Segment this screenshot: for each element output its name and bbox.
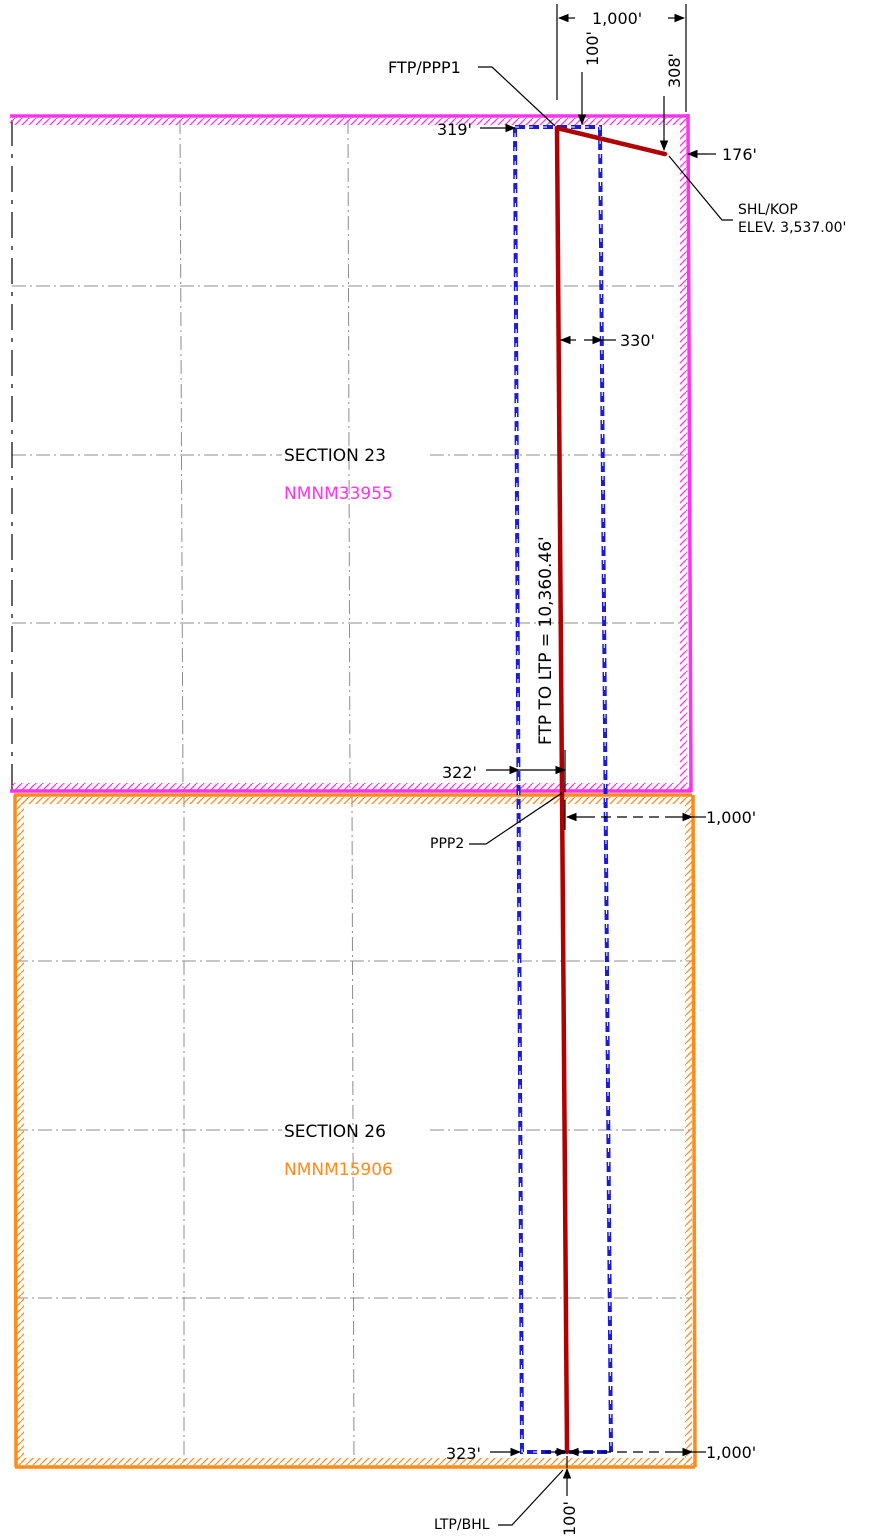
ltp-west-dimension: 323' [446,1444,568,1463]
ppp2-east-label: 1,000' [706,808,756,827]
lateral-length-label: FTP TO LTP = 10,360.46' [536,536,556,745]
wellbore [554,125,668,1455]
ltp-west-label: 323' [446,1444,481,1463]
setback-width-label: 330' [620,331,655,350]
elevation-label: ELEV. 3,537.00' [738,220,846,236]
ppp2-west-label: 322' [442,763,477,782]
section-23-lease: NMNM33955 [284,484,393,504]
setback-rectangle [512,125,614,1454]
section-23-grid [12,119,688,793]
ftp-label: FTP/PPP1 [388,58,461,77]
ppp2-label: PPP2 [430,836,464,852]
section-23-boundary [10,113,693,793]
section-23-label-group: SECTION 23 NMNM33955 [284,446,393,504]
section-26-grid [14,792,692,1468]
section-23-label: SECTION 23 [284,446,386,466]
section-26-lease: NMNM15906 [284,1160,393,1180]
shl-callout: SHL/KOP ELEV. 3,537.00' [668,155,846,236]
top-offset-label: 100' [583,31,602,66]
ltp-label: LTP/BHL [434,1517,490,1533]
top-span-label: 1,000' [592,9,642,28]
shl-north-dimension: 308' [659,53,684,152]
section-26-boundary [13,793,697,1469]
setback-width-dimension: 330' [559,331,655,350]
top-span-dimension: 1,000' [556,4,687,112]
top-offset-dimension: 100' [577,31,602,126]
section-26-label-group: SECTION 26 NMNM15906 [284,1122,393,1180]
ppp2-east-dimension: 1,000' [564,800,756,830]
ftp-west-dimension: 319' [437,120,517,139]
ftp-callout: FTP/PPP1 [388,58,556,127]
shl-east-label: 176' [722,145,757,164]
ltp-east-label: 1,000' [706,1443,756,1462]
ftp-west-label: 319' [437,120,472,139]
ltp-south-label: 100' [560,1501,579,1536]
ltp-callout: LTP/BHL [434,1469,564,1533]
ppp2-west-dimension: 322' [442,750,567,792]
shl-label: SHL/KOP [738,202,798,218]
shl-north-label: 308' [665,53,684,88]
section-26-label: SECTION 26 [284,1122,386,1142]
shl-east-dimension: 176' [686,145,757,164]
ltp-south-dimension: 100' [560,1456,579,1536]
ppp2-callout: PPP2 [430,792,563,852]
ltp-east-dimension: 1,000' [567,1443,756,1462]
